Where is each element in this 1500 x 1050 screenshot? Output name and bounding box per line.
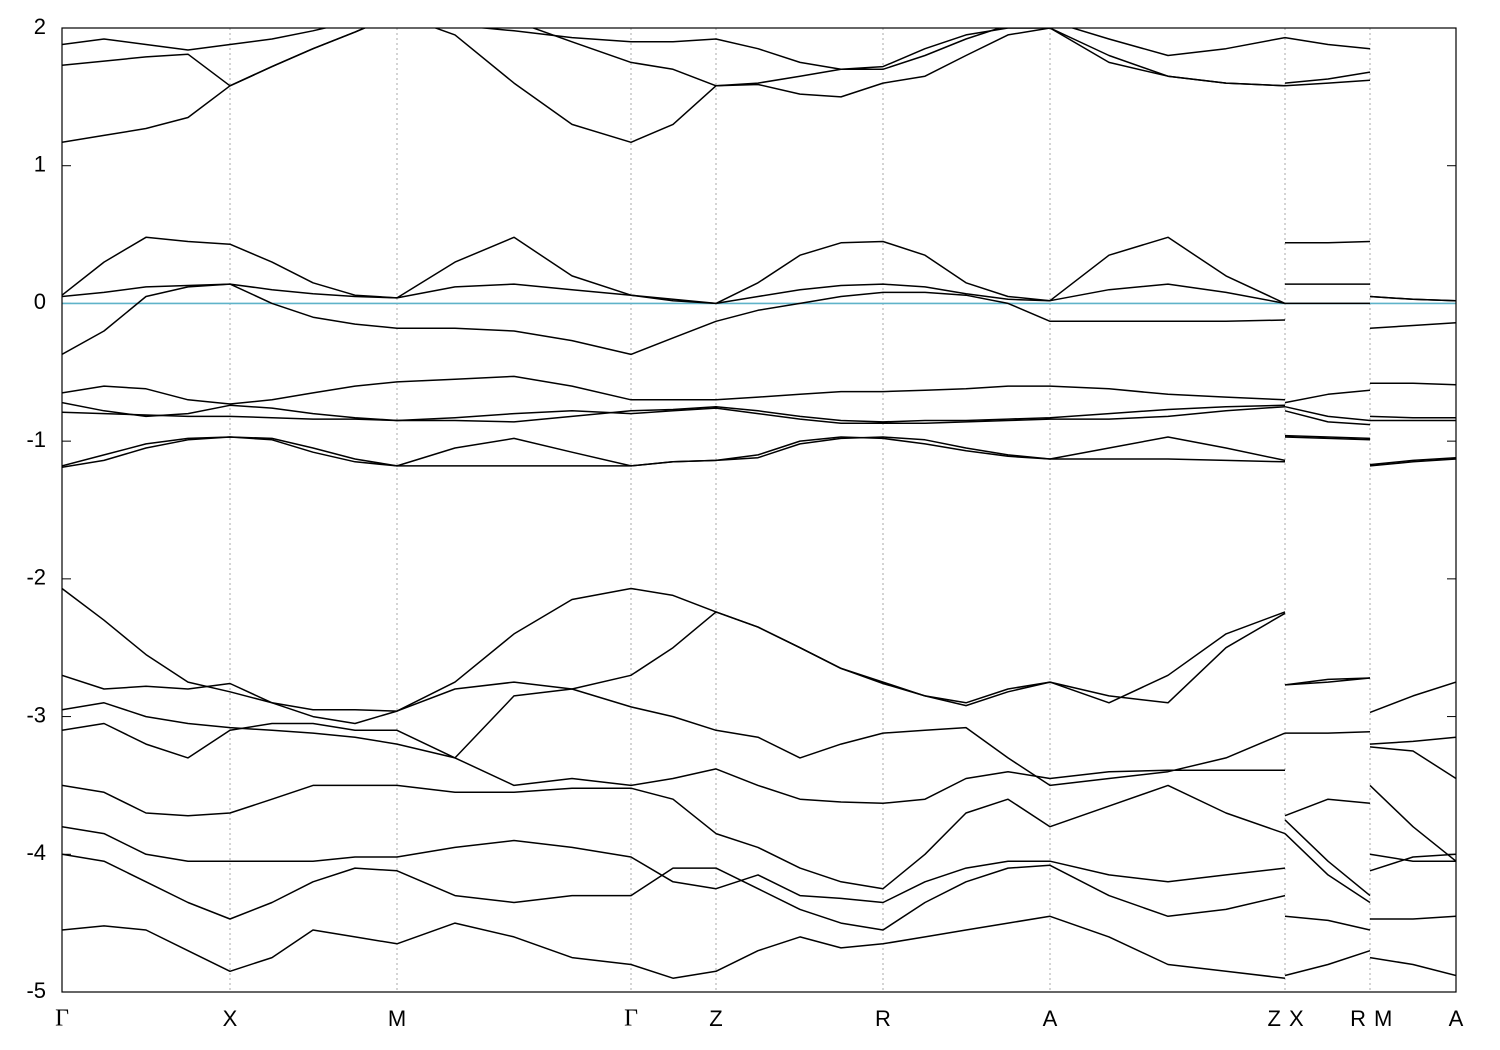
y-tick-label: -5 <box>26 978 46 1003</box>
plot-area <box>62 28 1456 979</box>
x-tick-label: A <box>1449 1006 1464 1031</box>
x-tick-label: R <box>1350 1006 1366 1031</box>
band-line <box>62 28 1371 71</box>
plot-frame <box>61 27 1457 993</box>
band-line <box>62 283 1456 356</box>
y-tick-label: -3 <box>26 702 46 727</box>
y-tick-label: -4 <box>26 840 46 865</box>
band-line <box>62 915 1456 979</box>
x-tick-label: M <box>388 1006 406 1031</box>
x-tick-label: Z <box>1268 1006 1281 1031</box>
band-line <box>62 401 1456 423</box>
band-line <box>62 722 1456 862</box>
band-line <box>62 236 1456 305</box>
x-tick-label: Z <box>709 1006 722 1031</box>
x-tick-label: Γ <box>55 1006 69 1032</box>
x-tick-label: X <box>1289 1006 1304 1031</box>
y-tick-label: -1 <box>26 427 46 452</box>
band-line <box>62 28 1371 87</box>
band-line <box>62 611 1456 745</box>
x-tick-label: M <box>1374 1006 1392 1031</box>
x-tick-label: R <box>875 1006 891 1031</box>
y-tick-label: 0 <box>34 289 46 314</box>
band-line <box>62 784 1456 897</box>
band-line <box>62 587 1456 714</box>
band-line <box>62 434 1456 469</box>
x-tick-label: A <box>1043 1006 1058 1031</box>
y-tick-label: 2 <box>34 14 46 39</box>
band-line <box>62 853 1456 931</box>
band-line <box>62 825 1456 904</box>
band-line <box>62 375 1456 405</box>
x-tick-label: X <box>223 1006 238 1031</box>
x-tick-label: Γ <box>624 1006 638 1032</box>
y-tick-label: 1 <box>34 152 46 177</box>
band-line <box>62 28 1371 144</box>
y-tick-label: -2 <box>26 565 46 590</box>
band-line <box>62 405 1456 426</box>
band-line <box>62 283 1456 356</box>
